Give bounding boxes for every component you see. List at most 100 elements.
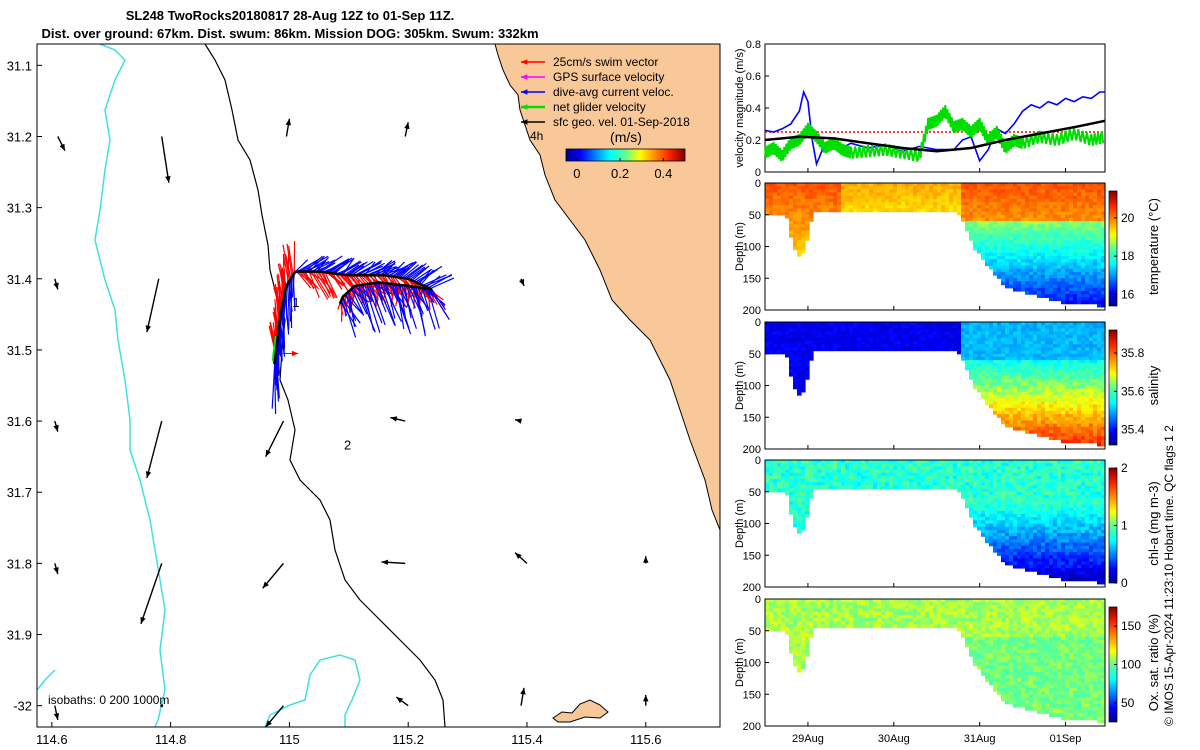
heatmap-cell — [1037, 186, 1042, 190]
heatmap-cell — [1037, 426, 1042, 431]
heatmap-cell — [1013, 233, 1018, 238]
heatmap-cell — [1053, 325, 1058, 329]
heatmap-cell — [1009, 202, 1014, 206]
current-vector — [349, 289, 370, 303]
heatmap-cell — [1005, 410, 1010, 415]
heatmap-cell — [973, 501, 978, 506]
heatmap-cell — [1021, 265, 1026, 270]
heatmap-cell — [1021, 278, 1026, 283]
heatmap-cell — [1045, 331, 1050, 336]
heatmap-cell — [981, 243, 986, 248]
heatmap-cell — [833, 344, 838, 348]
heatmap-cell — [1025, 256, 1030, 260]
heatmap-cell — [777, 472, 782, 477]
heatmap-cell — [801, 211, 806, 216]
heatmap-cell — [949, 475, 954, 480]
heatmap-cell — [969, 233, 974, 238]
heatmap-cell — [1013, 366, 1018, 371]
heatmap-cell — [905, 334, 910, 339]
current-vector — [344, 264, 360, 276]
heatmap-cell — [1005, 217, 1010, 222]
heatmap-cell — [1029, 466, 1034, 471]
heatmap-cell — [1101, 375, 1106, 380]
current-vector — [393, 284, 410, 329]
heatmap-cell — [1045, 246, 1050, 251]
heatmap-cell — [1097, 401, 1102, 406]
map-y-tick-label: 31.2 — [7, 129, 32, 144]
heatmap-cell — [997, 252, 1002, 257]
heatmap-cell — [821, 469, 826, 474]
heatmap-cell — [801, 507, 806, 512]
heatmap-cell — [1021, 466, 1026, 471]
heatmap-cell — [1085, 189, 1090, 194]
heatmap-cell — [1101, 294, 1106, 298]
heatmap-cell — [1049, 243, 1054, 248]
heatmap-cell — [1077, 398, 1082, 402]
heatmap-cell — [1013, 501, 1018, 506]
heatmap-cell — [1025, 205, 1030, 209]
heatmap-cell — [901, 460, 906, 464]
heatmap-cell — [1077, 353, 1082, 358]
heatmap-cell — [1037, 475, 1042, 480]
heatmap-cell — [1085, 214, 1090, 219]
heatmap-cell — [1025, 265, 1030, 270]
heatmap-cell — [1073, 433, 1078, 437]
heatmap-cell — [1037, 520, 1042, 525]
heatmap-cell — [869, 469, 874, 474]
heatmap-cell — [765, 469, 770, 474]
heatmap-cell — [1009, 388, 1014, 393]
heatmap-cell — [1033, 268, 1038, 273]
heatmap-cell — [1009, 214, 1014, 219]
heatmap-cell — [945, 472, 950, 477]
heatmap-cell — [797, 501, 802, 506]
swim-vector — [340, 273, 354, 287]
heatmap-cell — [1085, 202, 1090, 206]
heatmap-cell — [957, 469, 962, 474]
heatmap-cell — [1021, 240, 1026, 244]
heatmap-cell — [965, 460, 970, 464]
heatmap-cell — [1001, 233, 1006, 238]
heatmap-cell — [1081, 278, 1086, 283]
heatmap-cell — [1029, 227, 1034, 232]
heatmap-cell — [1025, 529, 1030, 534]
heatmap-cell — [785, 195, 790, 200]
heatmap-cell — [993, 539, 998, 544]
heatmap-cell — [1061, 385, 1066, 390]
heatmap-cell — [797, 341, 802, 345]
heatmap-cell — [989, 227, 994, 232]
heatmap-cell — [893, 347, 898, 352]
heatmap-cell — [1021, 183, 1026, 187]
heatmap-cell — [969, 227, 974, 232]
heatmap-cell — [1081, 202, 1086, 206]
heatmap-cell — [1097, 278, 1102, 283]
heatmap-cell — [1101, 350, 1106, 355]
heatmap-cell — [1001, 410, 1006, 415]
heatmap-cell — [865, 472, 870, 477]
heatmap-cell — [1021, 494, 1026, 499]
heatmap-cell — [961, 491, 966, 496]
heatmap-cell — [989, 485, 994, 490]
heatmap-cell — [1005, 249, 1010, 254]
heatmap-cell — [1101, 189, 1106, 194]
heatmap-cell — [901, 322, 906, 326]
heatmap-cell — [1065, 284, 1070, 289]
heatmap-cell — [821, 341, 826, 345]
heatmap-cell — [949, 460, 954, 464]
heatmap-cell — [969, 491, 974, 496]
heatmap-cell — [1093, 189, 1098, 194]
heatmap-cell — [797, 328, 802, 333]
heatmap-cell — [785, 334, 790, 339]
heatmap-cell — [789, 211, 794, 216]
heatmap-cell — [785, 189, 790, 194]
heatmap-cell — [797, 211, 802, 216]
heatmap-cell — [1041, 243, 1046, 248]
heatmap-cell — [1057, 195, 1062, 200]
heatmap-cell — [809, 189, 814, 194]
heatmap-cell — [1005, 265, 1010, 270]
heatmap-cell — [841, 463, 846, 467]
map-x-tick-label: 115.6 — [630, 732, 662, 747]
heatmap-cell — [965, 491, 970, 496]
heatmap-cell — [1093, 382, 1098, 387]
heatmap-cell — [1093, 391, 1098, 396]
heatmap-cell — [1061, 414, 1066, 418]
